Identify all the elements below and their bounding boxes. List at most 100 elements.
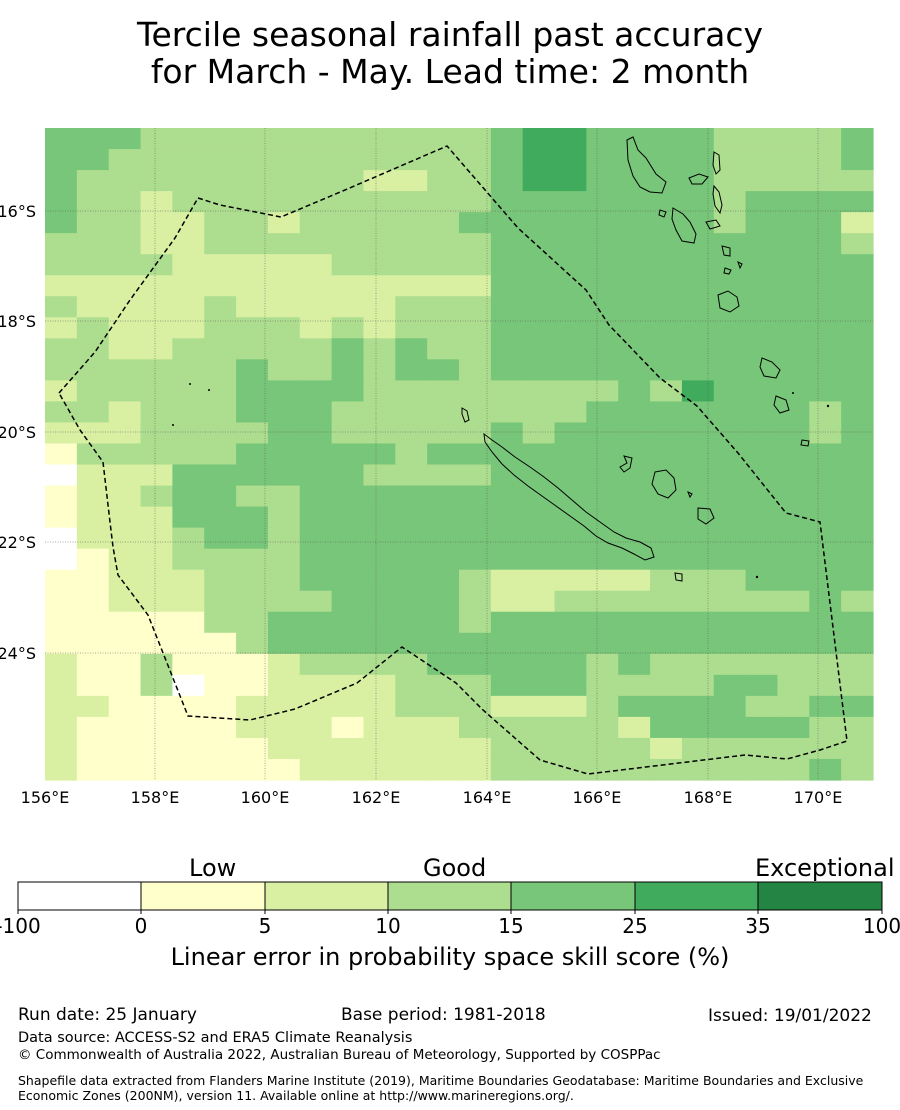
grid-cell [554,233,587,255]
grid-cell [427,695,460,718]
grid-cell [108,674,142,697]
grid-cell [554,737,587,760]
grid-cell [299,758,333,781]
grid-cell [76,422,110,445]
lon-tick-label: 162°E [352,788,401,807]
grid-cell [459,506,492,529]
grid-cell [681,191,715,213]
grid-cell [586,128,619,150]
grid-cell [45,590,78,613]
grid-cell [809,296,842,318]
grid-cell [395,317,428,339]
grid-cell [777,611,810,634]
grid-cell [108,359,142,381]
grid-cell [108,737,142,760]
grid-cell [45,317,78,339]
grid-cell [586,275,619,297]
grid-cell [745,296,779,318]
grid-cell [267,695,301,718]
grid-cell [140,485,173,508]
grid-cell [554,611,587,634]
grid-cell [841,191,874,213]
grid-cell [809,506,842,529]
grid-cell [713,170,747,192]
grid-cell [490,464,524,487]
grid-cell [554,401,587,424]
grid-cell [809,716,842,739]
grid-cell [267,716,301,739]
grid-cell [299,632,333,655]
colorbar-segment [758,882,882,910]
grid-cell [395,380,428,403]
grid-cell [777,569,810,592]
grid-cell [331,464,365,487]
grid-cell [522,212,556,234]
grid-cell [76,758,110,781]
grid-cell [681,254,715,276]
grid-cell [713,485,747,508]
grid-cell [427,632,460,655]
grid-cell [586,548,619,571]
grid-cell [713,653,747,676]
grid-cell [331,338,365,360]
grid-cell [745,695,779,718]
longitude-tick-labels: 156°E 158°E 160°E 162°E 164°E 166°E 168°E 170°E [21,788,843,807]
grid-cell [650,443,683,466]
grid-cell [331,485,365,508]
grid-cell [841,716,874,739]
grid-cell [681,632,715,655]
grid-cell [586,401,619,424]
grid-cell [522,443,556,466]
grid-cell [140,569,173,592]
grid-cell [204,590,237,613]
grid-cell [777,527,810,550]
grid-cell [140,149,173,171]
grid-cell [45,485,78,508]
mare-island [697,507,715,525]
grid-cell [45,632,78,655]
grid-cell [681,758,715,781]
grid-cell [140,296,173,318]
grid-cell [618,485,651,508]
grid-cell [681,548,715,571]
grid-cell [108,212,142,234]
grid-cell [809,191,842,213]
grid-cell [459,737,492,760]
grid-cell [809,275,842,297]
grid-cell [76,548,110,571]
grid-cell [745,611,779,634]
grid-cell [172,338,205,360]
grid-cell [522,695,556,718]
grid-cell [841,485,874,508]
grid-cell [554,338,587,360]
grid-cell [395,590,428,613]
grid-cell [586,737,619,760]
grid-cell [331,422,365,445]
grid-cell [363,254,396,276]
grid-cell [681,317,715,339]
grid-cell [777,317,810,339]
grid-cell [745,275,779,297]
grid-cell [522,737,556,760]
grid-cell [490,443,524,466]
grid-cell [395,527,428,550]
grid-cell [681,653,715,676]
grid-cell [490,632,524,655]
grid-cell [363,611,396,634]
grid-cell [459,527,492,550]
grid-cell [586,359,619,381]
grid-cell [777,296,810,318]
grid-cell [331,695,365,718]
grid-cell [650,149,683,171]
grid-cell [140,191,173,213]
grid-cell [76,191,110,213]
grid-cell [76,611,110,634]
grid-cell [745,380,779,403]
grid-cell [395,443,428,466]
grid-cell [713,590,747,613]
grid-cell [108,317,142,339]
grid-cell [681,296,715,318]
grid-cell [76,506,110,529]
ambae-island [688,173,709,185]
grid-cell [299,275,333,297]
